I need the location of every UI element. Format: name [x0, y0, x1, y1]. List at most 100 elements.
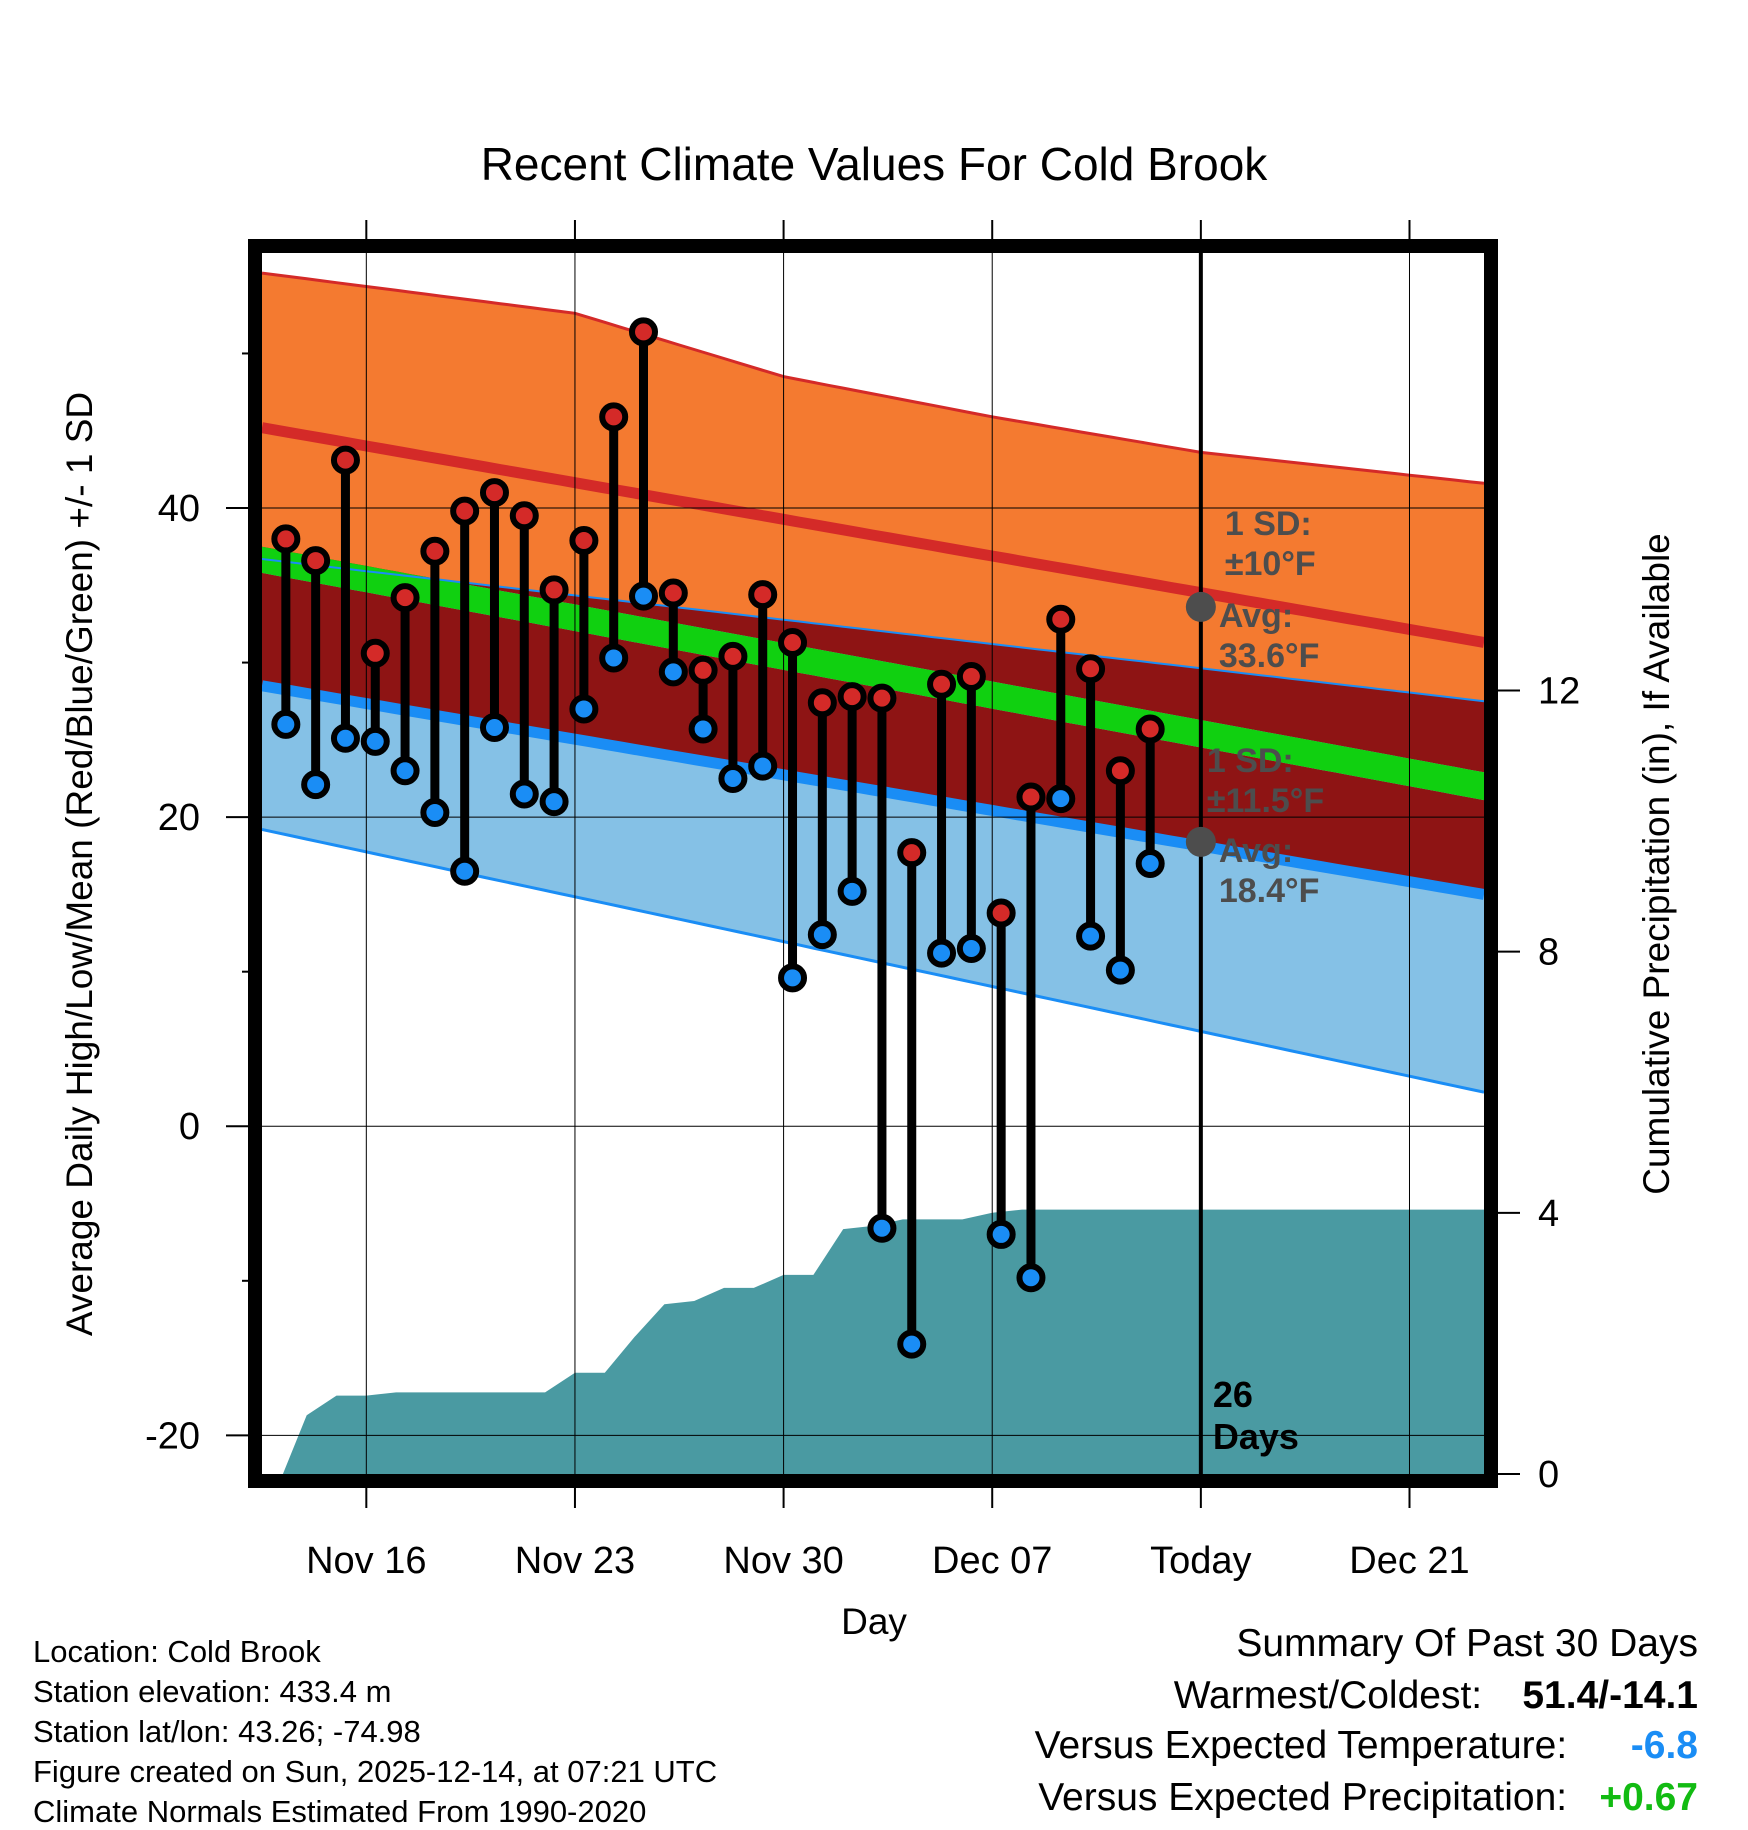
x-tick-label: Nov 30	[723, 1540, 843, 1582]
low-dot	[956, 934, 986, 964]
today-days-label: Days	[1213, 1416, 1299, 1457]
low-dot	[1016, 1263, 1046, 1293]
high-dot	[748, 580, 778, 610]
high-dot	[956, 661, 986, 691]
low-dot	[509, 779, 539, 809]
station-location: Location: Cold Brook	[33, 1634, 321, 1669]
extremes-value: 51.4/-14.1	[1522, 1674, 1698, 1717]
low-dot	[479, 712, 509, 742]
y-tick-label: 20	[158, 797, 200, 839]
summary-temperature: Versus Expected Temperature: -6.8	[1035, 1724, 1698, 1768]
high-dot	[778, 627, 808, 657]
high-dot	[360, 638, 390, 668]
low-dot	[301, 770, 331, 800]
station-elevation: Station elevation: 433.4 m	[33, 1674, 392, 1709]
high-dot	[807, 688, 837, 718]
x-tick-label: Nov 23	[515, 1540, 635, 1582]
high-dot	[599, 402, 629, 432]
low-dot	[658, 657, 688, 687]
annotation-high-sd-line-0: 1 SD:	[1225, 505, 1312, 543]
low-dot	[837, 876, 867, 906]
high-dot	[509, 501, 539, 531]
low-dot	[271, 709, 301, 739]
low-dot	[897, 1329, 927, 1359]
low-dot	[450, 856, 480, 886]
x-tick-label: Dec 21	[1349, 1540, 1469, 1582]
high-dot	[390, 583, 420, 613]
annotation-high-avg-line-1: 33.6°F	[1219, 637, 1320, 675]
high-dot	[927, 669, 957, 699]
low-dot	[330, 723, 360, 753]
y2-tick-label: 8	[1538, 932, 1559, 974]
precip-anomaly-value: +0.67	[1599, 1776, 1698, 1819]
high-upper-line	[262, 271, 1484, 485]
precip-area	[282, 1209, 1484, 1474]
high-dot	[301, 546, 331, 576]
today-low-avg-marker	[1185, 826, 1216, 857]
low-dot	[778, 963, 808, 993]
temp-anomaly-label: Versus Expected Temperature:	[1034, 1724, 1568, 1767]
annotation-low-avg-line-1: 18.4°F	[1219, 872, 1320, 910]
low-dot	[629, 581, 659, 611]
annotation-high-sd-line-1: ±10°F	[1225, 545, 1316, 583]
station-latlon: Station lat/lon: 43.26; -74.98	[33, 1714, 421, 1749]
low-dot	[807, 920, 837, 950]
low-dot	[867, 1213, 897, 1243]
high-dot	[897, 838, 927, 868]
high-dot	[986, 898, 1016, 928]
high-dot	[658, 578, 688, 608]
figure-created: Figure created on Sun, 2025-12-14, at 07…	[33, 1754, 718, 1789]
plot-frame	[248, 239, 1498, 1488]
low-dot	[599, 643, 629, 673]
annotation-high-avg-line-0: Avg:	[1219, 597, 1293, 635]
y2-tick-label: 0	[1538, 1454, 1559, 1496]
extremes-label: Warmest/Coldest:	[1173, 1674, 1483, 1717]
low-dot	[539, 787, 569, 817]
annotation-low-sd-line-0: 1 SD:	[1207, 742, 1294, 780]
high-dot	[569, 525, 599, 555]
low-dot	[748, 751, 778, 781]
high-dot	[479, 478, 509, 508]
y2-tick-label: 4	[1538, 1193, 1559, 1235]
low-dot	[986, 1219, 1016, 1249]
high-dot	[1046, 604, 1076, 634]
today-days-label: 26	[1213, 1374, 1253, 1415]
summary-extremes: Warmest/Coldest: 51.4/-14.1	[1174, 1674, 1698, 1718]
y-tick-label: -20	[145, 1415, 200, 1457]
normal-mean-line	[262, 546, 1484, 801]
high-dot	[837, 682, 867, 712]
high-dot	[1135, 714, 1165, 744]
high-dot	[420, 536, 450, 566]
y-tick-label: 0	[179, 1106, 200, 1148]
high-dot	[450, 496, 480, 526]
today-high-avg-marker	[1185, 591, 1216, 622]
high-dot	[1105, 756, 1135, 786]
annotation-low-avg-line-0: Avg:	[1219, 832, 1293, 870]
x-tick-label: Today	[1150, 1540, 1251, 1582]
low-dot	[688, 714, 718, 744]
low-dot	[569, 694, 599, 724]
x-axis-label: Day	[841, 1601, 907, 1642]
high-dot	[1076, 654, 1106, 684]
chart-title: Recent Climate Values For Cold Brook	[481, 138, 1269, 190]
low-dot	[390, 756, 420, 786]
high-dot	[271, 524, 301, 554]
normal-high-line	[262, 422, 1484, 648]
high-dot	[688, 655, 718, 685]
high-dot	[629, 317, 659, 347]
climate-normals-note: Climate Normals Estimated From 1990-2020	[33, 1794, 647, 1829]
high-dot	[718, 641, 748, 671]
low-dot	[1046, 784, 1076, 814]
high-dot	[539, 575, 569, 605]
mean-band-lower	[262, 572, 1484, 895]
x-tick-label: Dec 07	[932, 1540, 1052, 1582]
x-tick-label: Nov 16	[306, 1540, 426, 1582]
low-dot	[927, 938, 957, 968]
low-dot	[1135, 849, 1165, 878]
annotation-low-sd-line-1: ±11.5°F	[1207, 782, 1324, 820]
high-dot	[1016, 782, 1046, 812]
low-dot	[718, 763, 748, 793]
y-axis-label: Average Daily High/Low/Mean (Red/Blue/Gr…	[59, 392, 100, 1336]
low-dot	[1076, 921, 1106, 951]
